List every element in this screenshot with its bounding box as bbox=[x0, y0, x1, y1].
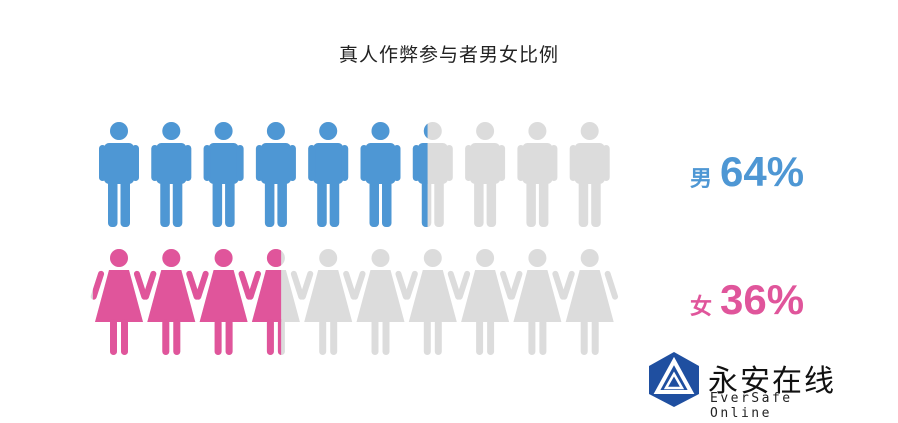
eversafe-logo: 永安在线 EverSafe Online bbox=[646, 350, 846, 421]
logo-subtitle: EverSafe Online bbox=[710, 391, 793, 421]
female-icon-empty bbox=[351, 249, 410, 355]
male-percent-value: 64% bbox=[720, 148, 805, 195]
female-gender-label: 女 bbox=[690, 295, 713, 320]
eversafe-logo-icon bbox=[649, 352, 699, 407]
male-icon-empty bbox=[569, 122, 610, 227]
female-icon-empty bbox=[403, 249, 462, 355]
chart-title: 真人作弊参与者男女比例 bbox=[338, 44, 559, 66]
female-icon-empty bbox=[455, 249, 515, 355]
female-icon-filled bbox=[246, 249, 282, 355]
male-gender-label: 男 bbox=[690, 167, 713, 192]
male-icon-filled bbox=[255, 122, 296, 227]
male-icon-filled bbox=[308, 122, 349, 227]
female-icon-filled bbox=[194, 249, 253, 355]
logo-name: 永安在线 bbox=[708, 364, 836, 399]
male-icon-filled bbox=[203, 122, 244, 227]
female-icon-filled bbox=[142, 249, 201, 355]
male-icon-filled bbox=[151, 122, 192, 227]
female-icon-empty bbox=[560, 249, 619, 355]
male-icon-empty bbox=[465, 122, 506, 227]
female-percent-label: 女 36% bbox=[690, 276, 804, 324]
female-percent-value: 36% bbox=[720, 276, 805, 323]
male-icon-filled bbox=[360, 122, 401, 227]
male-icon-filled bbox=[99, 122, 139, 227]
female-icon-filled bbox=[92, 249, 149, 355]
female-icon-empty bbox=[508, 249, 567, 355]
male-percent-label: 男 64% bbox=[690, 148, 804, 196]
female-icon-empty bbox=[299, 249, 358, 355]
male-icon-empty bbox=[517, 122, 558, 227]
